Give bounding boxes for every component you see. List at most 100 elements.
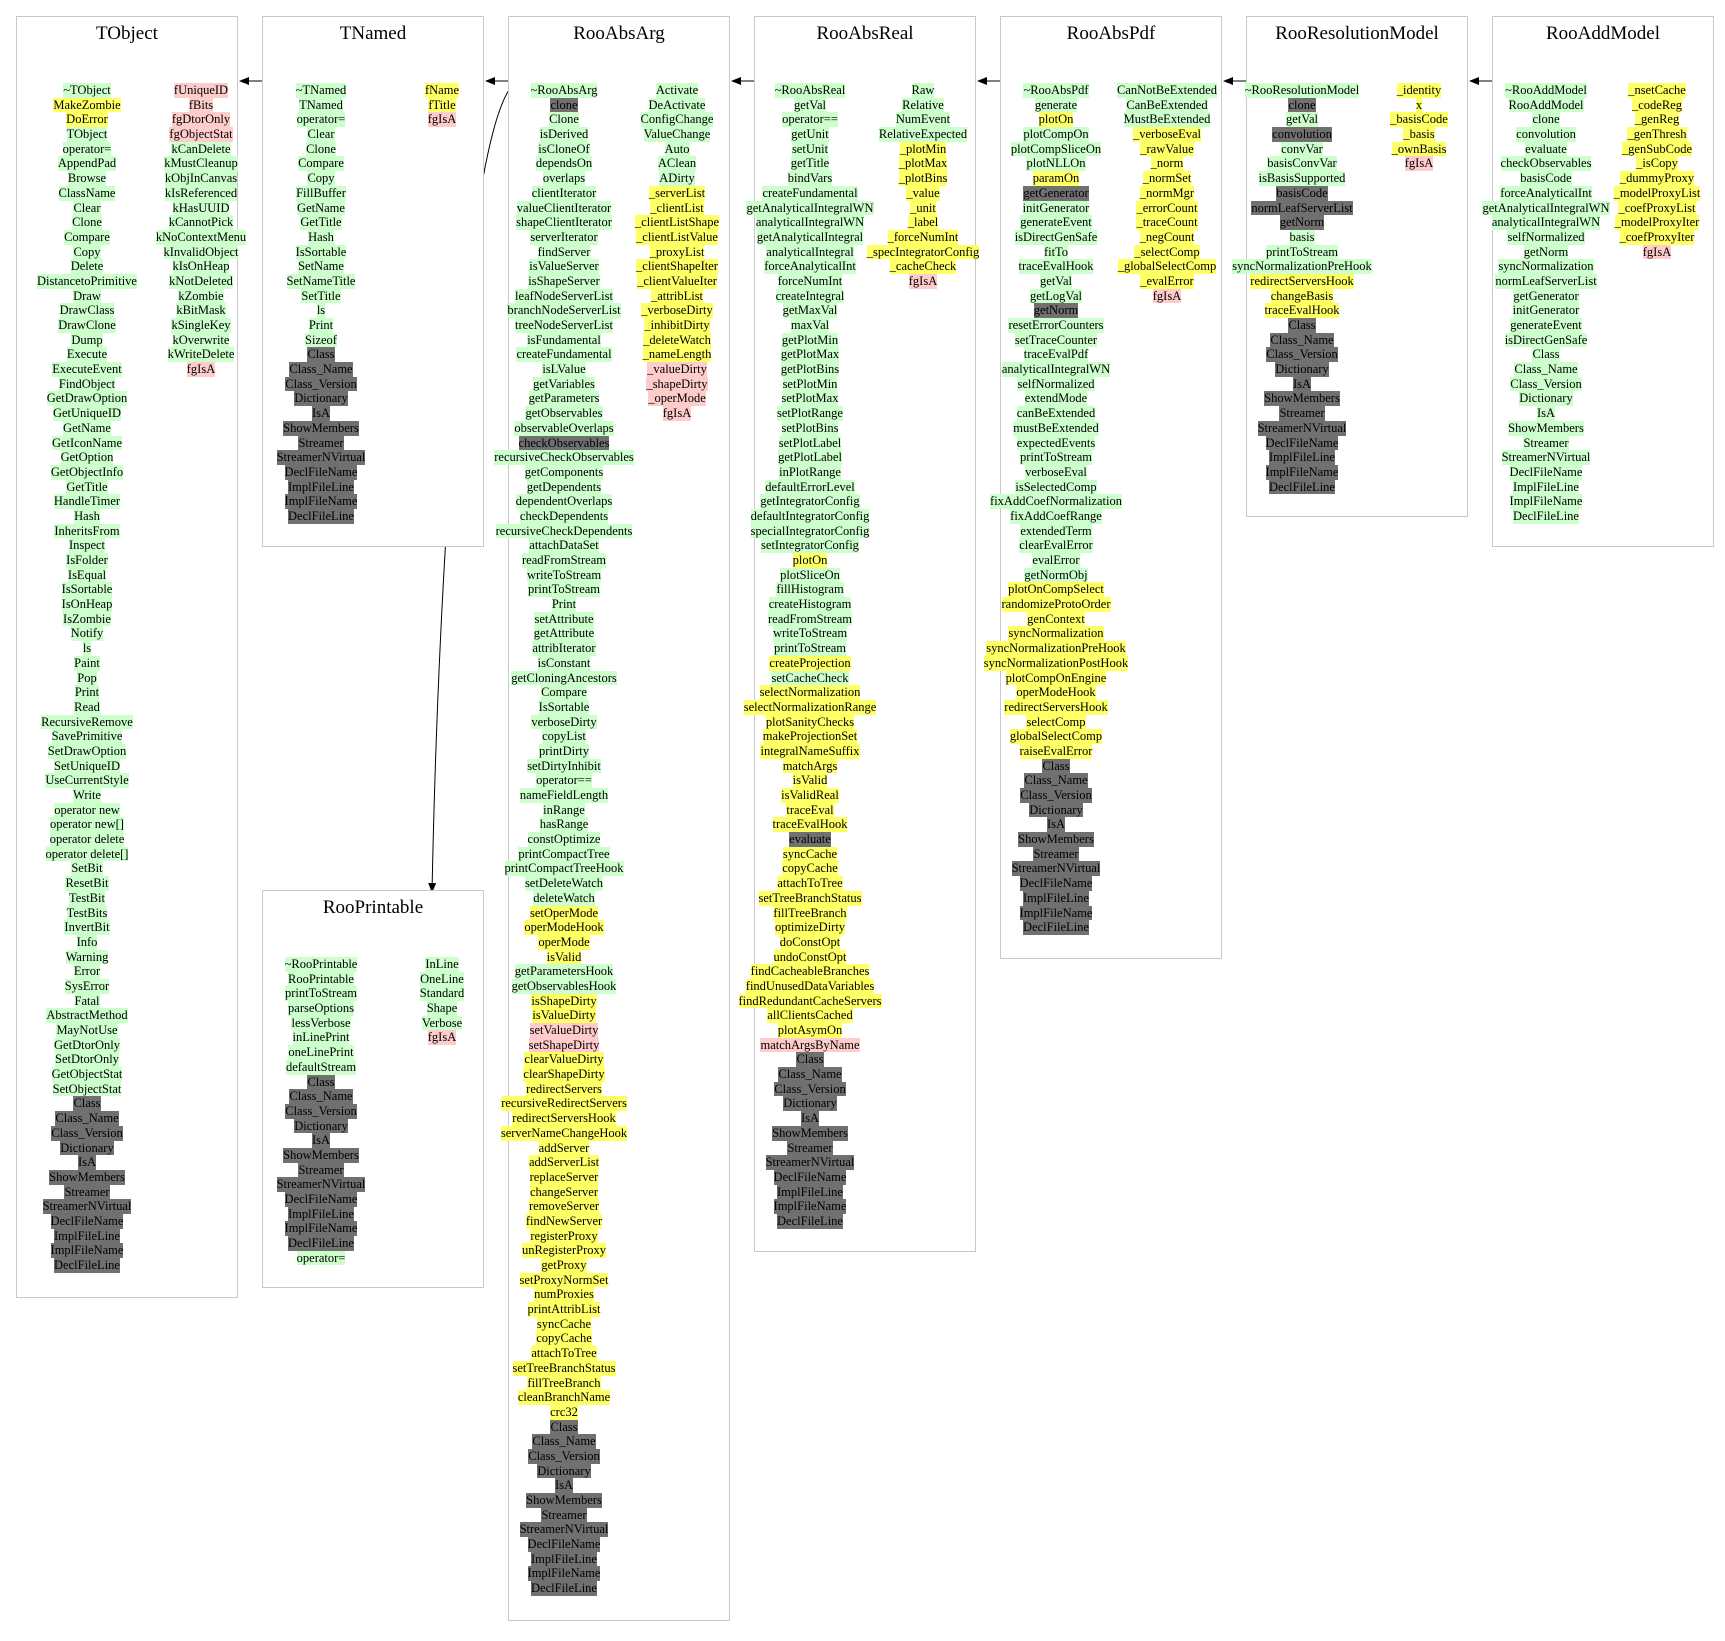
method-entry: DeclFileLine xyxy=(777,1213,843,1229)
member-entry: AClean xyxy=(657,156,697,172)
method-entry: initGenerator xyxy=(1512,303,1580,318)
class-title: RooResolutionModel xyxy=(1275,23,1439,44)
method-entry: setPlotMin xyxy=(782,376,838,392)
method-entry: printDirty xyxy=(539,743,589,759)
method-entry: Compare xyxy=(541,685,587,700)
method-entry: RooAddModel xyxy=(1508,97,1584,113)
methods-column: ~TObject MakeZombie DoError TObject operator… xyxy=(17,83,157,1273)
member-entry: _nsetCache xyxy=(1628,83,1686,98)
method-entry: setTreeBranchStatus xyxy=(512,1360,616,1376)
method-entry: replaceServer xyxy=(529,1169,599,1185)
method-entry: deleteWatch xyxy=(533,890,595,906)
method-entry: setPlotLabel xyxy=(778,435,842,451)
method-entry: operator= xyxy=(62,141,112,157)
member-entry: kIsReferenced xyxy=(164,185,238,201)
method-entry: printCompactTreeHook xyxy=(504,861,624,877)
method-entry: isSelectedComp xyxy=(1015,479,1097,495)
method-entry: ~RooAddModel xyxy=(1505,83,1587,98)
method-entry: ResetBit xyxy=(65,876,109,891)
class-box-rooprintable: RooPrintable ~RooPrintable RooPrintable pr… xyxy=(262,890,484,1288)
class-title: RooPrintable xyxy=(322,897,424,918)
method-entry: GetIconName xyxy=(51,435,123,451)
member-entry: _verboseDirty xyxy=(641,303,713,318)
method-entry: printCompactTree xyxy=(518,846,610,862)
method-entry: getTitle xyxy=(790,156,830,172)
method-entry: ImplFileName xyxy=(527,1566,601,1582)
method-entry: getVal xyxy=(1040,273,1072,289)
method-entry: Dictionary xyxy=(1275,362,1329,377)
method-entry: Dictionary xyxy=(60,1140,114,1156)
method-entry: matchArgs xyxy=(782,758,838,774)
method-entry: selectNormalization xyxy=(759,685,861,700)
member-entry: fUniqueID xyxy=(173,83,229,98)
method-entry: setIntegratorConfig xyxy=(761,538,859,553)
member-entry: Relative xyxy=(902,97,944,113)
method-entry: IsFolder xyxy=(66,553,108,568)
method-entry: isFundamental xyxy=(527,332,601,348)
method-entry: getIntegratorConfig xyxy=(760,494,860,509)
member-entry: _normSet xyxy=(1142,171,1192,186)
method-entry: getObservablesHook xyxy=(511,978,617,994)
method-entry: InheritsFrom xyxy=(54,523,120,539)
method-entry: plotCompSliceOn xyxy=(1010,141,1102,157)
method-entry: DistancetoPrimitive xyxy=(37,273,137,289)
method-entry: operator= xyxy=(296,1250,346,1266)
method-entry: operator delete[] xyxy=(45,846,129,862)
class-title: RooAbsPdf xyxy=(1066,23,1156,44)
method-entry: traceEvalPdf xyxy=(1023,347,1089,363)
method-entry: getVariables xyxy=(533,376,595,392)
method-entry: DeclFileLine xyxy=(1513,508,1579,524)
method-entry: getGenerator xyxy=(1513,288,1579,304)
member-entry: fgIsA xyxy=(1642,244,1672,260)
method-entry: Clear xyxy=(307,127,335,142)
member-entry: Activate xyxy=(655,83,699,98)
method-entry: StreamerNVirtual xyxy=(519,1522,609,1538)
method-entry: isValidReal xyxy=(781,788,839,803)
method-entry: genContext xyxy=(1027,611,1085,627)
method-entry: isConstant xyxy=(537,655,591,671)
method-entry: getVal xyxy=(1286,112,1318,128)
method-entry: redirectServersHook xyxy=(512,1111,616,1126)
member-entry: kIsOnHeap xyxy=(172,259,230,274)
method-entry: ~RooAbsReal xyxy=(774,83,846,98)
method-entry: IsA xyxy=(1292,376,1312,392)
method-entry: verboseDirty xyxy=(531,714,597,730)
method-entry: IsA xyxy=(77,1155,97,1170)
method-entry: getLogVal xyxy=(1029,288,1083,304)
method-entry: plotCompOnEngine xyxy=(1005,670,1107,686)
method-entry: ShowMembers xyxy=(1018,832,1094,847)
method-entry: ExecuteEvent xyxy=(52,362,122,377)
method-entry: copyList xyxy=(542,729,586,744)
method-entry: Warning xyxy=(65,949,109,965)
method-entry: Clear xyxy=(73,200,101,216)
method-entry: inRange xyxy=(543,802,585,818)
method-entry: ImplFileLine xyxy=(288,479,354,495)
class-title: RooAbsArg xyxy=(573,23,665,44)
method-entry: Delete xyxy=(70,259,104,274)
method-entry: nameFieldLength xyxy=(519,788,609,803)
method-entry: checkObservables xyxy=(1500,156,1592,172)
method-entry: GetTitle xyxy=(66,479,108,495)
method-entry: syncNormalizationPreHook xyxy=(1232,259,1372,274)
method-entry: printToStream xyxy=(1019,450,1093,465)
method-entry: getObservables xyxy=(525,406,603,421)
method-entry: Clone xyxy=(306,141,336,157)
method-entry: attachDataSet xyxy=(529,538,599,553)
method-entry: Class_Name xyxy=(1270,332,1334,348)
methods-column: ~RooAbsReal getVal operator== getUnit setUni… xyxy=(738,83,882,1229)
method-entry: leafNodeServerList xyxy=(515,288,613,304)
method-entry: SetUniqueID xyxy=(54,758,120,774)
method-entry: fixAddCoefRange xyxy=(1010,508,1102,524)
method-entry: lessVerbose xyxy=(291,1015,351,1031)
method-entry: redirectServersHook xyxy=(1004,699,1108,715)
method-entry: findNewServer xyxy=(525,1213,603,1229)
method-entry: readFromStream xyxy=(767,611,852,627)
method-entry: Print xyxy=(308,318,334,333)
method-entry: shapeClientIterator xyxy=(516,215,612,230)
method-entry: Dump xyxy=(71,332,103,348)
method-entry: checkDependents xyxy=(519,508,609,524)
member-entry: kHasUUID xyxy=(172,200,230,216)
method-entry: ~TObject xyxy=(63,83,111,98)
method-entry: DeclFileLine xyxy=(54,1258,120,1273)
method-entry: dependsOn xyxy=(535,156,593,172)
